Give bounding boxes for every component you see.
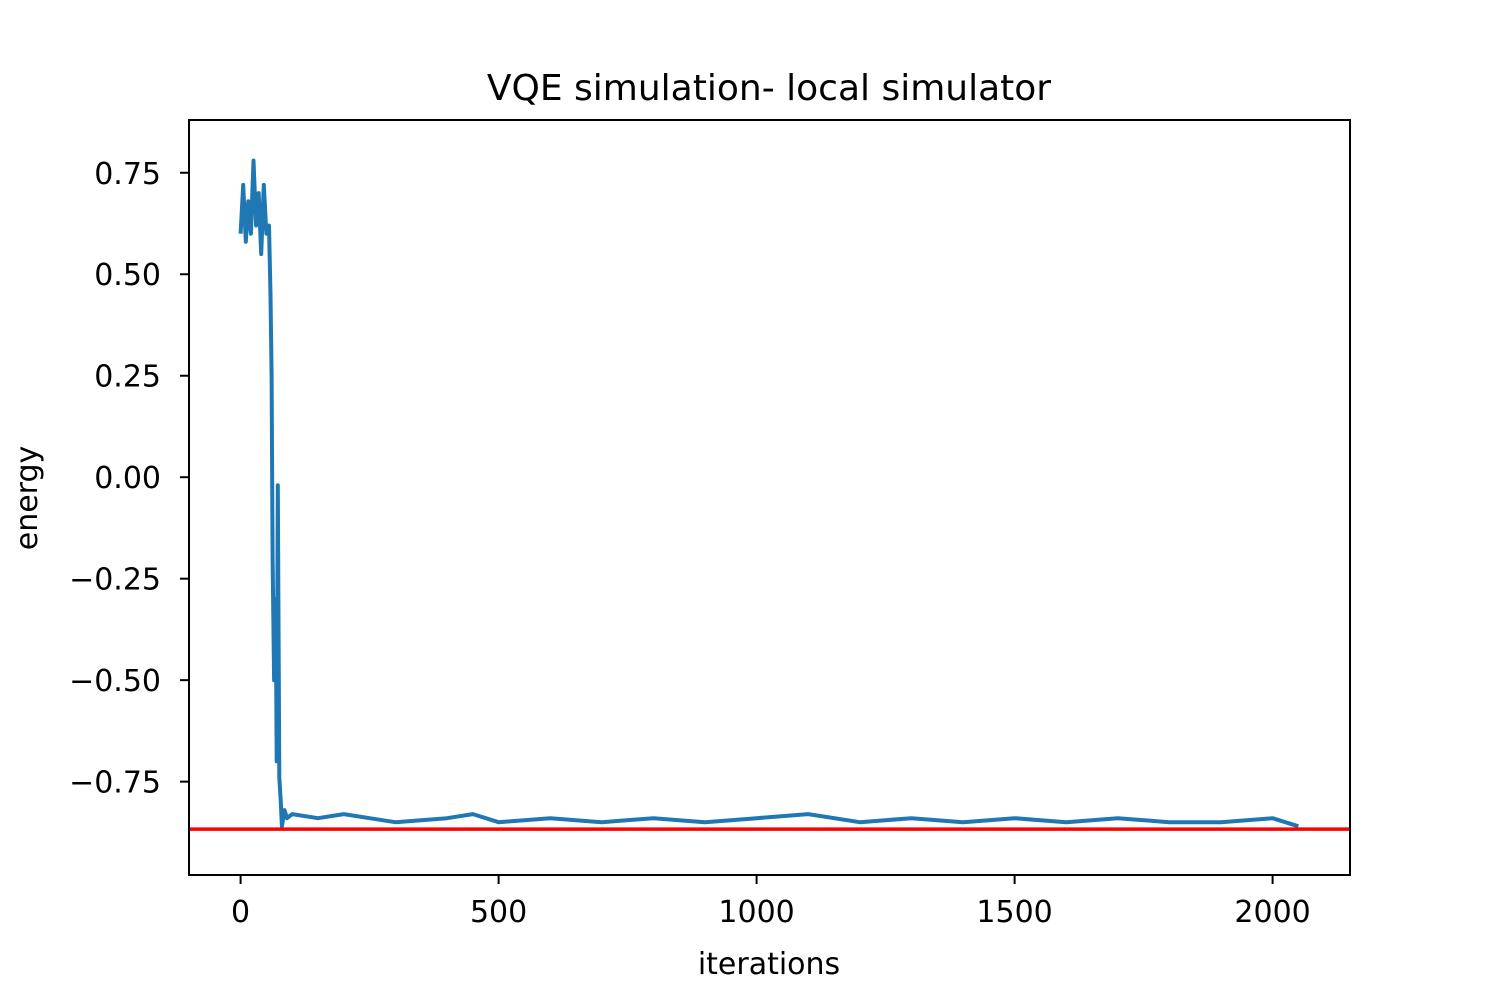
x-tick-label: 2000 bbox=[1234, 895, 1310, 930]
axes-frame bbox=[188, 119, 1351, 876]
energy-line bbox=[238, 158, 1299, 829]
x-tick-label: 1500 bbox=[976, 895, 1052, 930]
x-tick-label: 0 bbox=[231, 895, 250, 930]
y-tick-label: −0.50 bbox=[69, 664, 161, 699]
x-tick-label: 500 bbox=[470, 895, 527, 930]
y-tick-label: −0.75 bbox=[69, 766, 161, 801]
y-tick-label: 0.50 bbox=[94, 258, 161, 293]
x-axis-label: iterations bbox=[698, 947, 840, 982]
y-tick-label: 0.75 bbox=[94, 157, 161, 192]
y-tick-label: 0.25 bbox=[94, 360, 161, 395]
y-axis-label: energy bbox=[10, 446, 45, 551]
x-tick-label: 1000 bbox=[718, 895, 794, 930]
y-axis: 0.75 0.50 0.25 0.00 −0.25 −0.50 −0.75 bbox=[69, 157, 189, 801]
chart-title: VQE simulation- local simulator bbox=[487, 68, 1051, 109]
plot-area bbox=[189, 158, 1350, 831]
y-tick-label: 0.00 bbox=[94, 461, 161, 496]
y-tick-label: −0.25 bbox=[69, 563, 161, 598]
x-axis: 0 500 1000 1500 2000 bbox=[231, 875, 1311, 930]
